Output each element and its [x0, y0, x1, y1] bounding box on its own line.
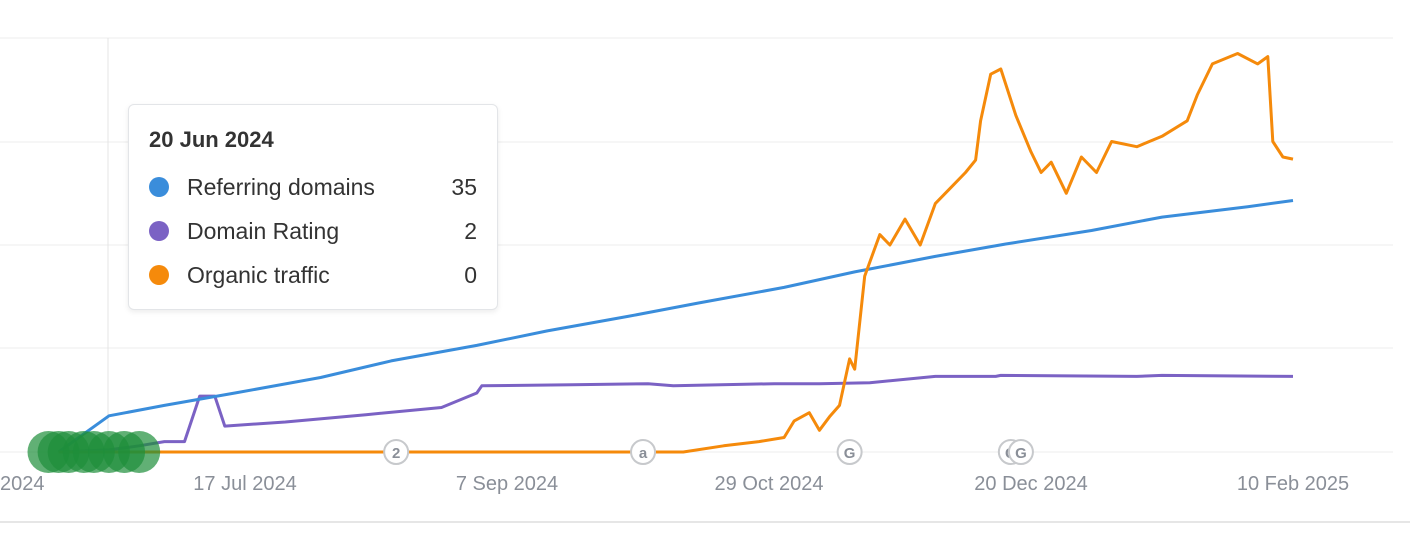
annotation-marker-label: 2: [392, 445, 400, 462]
x-tick-label-partial: 2024: [0, 473, 45, 495]
tooltip-row-referring-domains: Referring domains 35: [149, 165, 477, 209]
tooltip-row-organic-traffic: Organic traffic 0: [149, 253, 477, 297]
referring-domains-legend-dot: [149, 177, 169, 197]
x-tick-label: 17 Jul 2024: [193, 473, 296, 495]
cluster-marker: [118, 431, 160, 473]
tooltip-series-name: Organic traffic: [187, 262, 464, 289]
tooltip-series-value: 2: [464, 218, 477, 245]
domain-rating-legend-dot: [149, 221, 169, 241]
annotation-marker-label: G: [1015, 445, 1027, 462]
tooltip-date: 20 Jun 2024: [149, 127, 477, 153]
x-tick-label: 29 Oct 2024: [715, 473, 824, 495]
organic-traffic-legend-dot: [149, 265, 169, 285]
annotation-marker-label: G: [844, 445, 856, 462]
x-tick-label: 10 Feb 2025: [1237, 473, 1349, 495]
tooltip-row-domain-rating: Domain Rating 2: [149, 209, 477, 253]
tooltip-series-name: Referring domains: [187, 174, 451, 201]
x-tick-label: 20 Dec 2024: [974, 473, 1087, 495]
tooltip-series-value: 35: [451, 174, 477, 201]
tooltip-series-name: Domain Rating: [187, 218, 464, 245]
annotation-marker-label: a: [639, 445, 648, 462]
chart-tooltip: 20 Jun 2024 Referring domains 35 Domain …: [128, 104, 498, 310]
x-tick-label: 7 Sep 2024: [456, 473, 558, 495]
tooltip-series-value: 0: [464, 262, 477, 289]
series-line-domain-rating: [59, 375, 1293, 452]
